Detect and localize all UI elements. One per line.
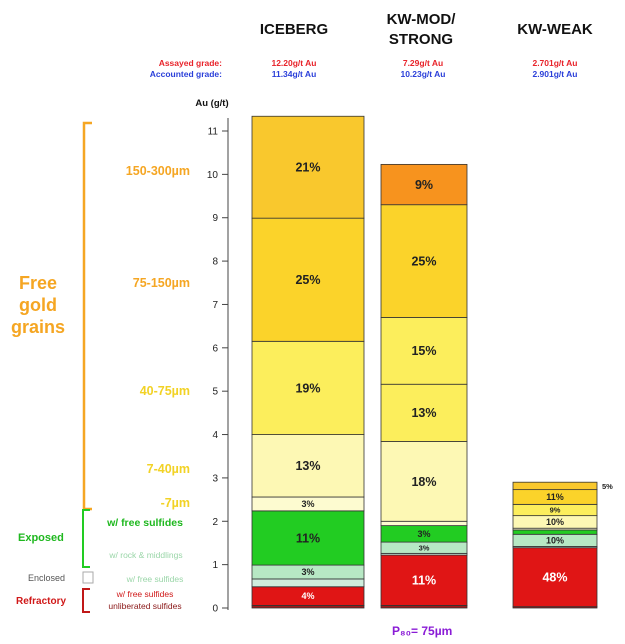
bar-segment-label: 21% bbox=[295, 161, 320, 175]
size-label-150-300: 150-300µm bbox=[125, 164, 190, 178]
bar-segment-label: 10% bbox=[546, 536, 564, 546]
bar-segment-label: 3% bbox=[417, 529, 430, 539]
free-gold-line2: gold bbox=[19, 295, 57, 315]
bar-segment-label: 10% bbox=[546, 517, 564, 527]
iceberg-accounted-value: 11.34g/t Au bbox=[271, 69, 317, 79]
bar-segment bbox=[380, 163, 468, 206]
bar-segment-label: 9% bbox=[415, 178, 433, 192]
bar-segment-label: 19% bbox=[295, 381, 320, 395]
bar-segment bbox=[380, 383, 468, 442]
bar-segment bbox=[380, 441, 468, 522]
iceberg-assayed-value: 12.20g/t Au bbox=[271, 58, 317, 68]
size-label-7-40: 7-40µm bbox=[146, 462, 190, 476]
y-tick-label: 8 bbox=[212, 257, 218, 268]
free-gold-line1: Free bbox=[18, 273, 58, 293]
size-label-minus7: -7µm bbox=[160, 496, 190, 510]
kw-weak-assayed-value: 2.701g/t Au bbox=[532, 58, 578, 68]
y-tick-label: 3 bbox=[212, 473, 218, 484]
kw-mod-accounted-value: 10.23g/t Au bbox=[400, 69, 446, 79]
kw-weak-accounted-value: 2.901g/t Au bbox=[532, 69, 578, 79]
bar-segment bbox=[380, 317, 468, 385]
enclosed-free-sulfides-label: w/ free sulfides bbox=[126, 574, 184, 584]
bar-segment-label: 4% bbox=[301, 591, 314, 601]
bar-segment-label: 48% bbox=[542, 571, 567, 585]
bar-segment bbox=[380, 204, 468, 318]
p80-footer-label: P₈₀= 75µm bbox=[392, 624, 453, 638]
bar-segment bbox=[251, 217, 365, 342]
y-tick-label: 9 bbox=[212, 213, 218, 224]
bar-segment-label: 3% bbox=[301, 567, 314, 577]
bar-segment-label: 13% bbox=[411, 406, 436, 420]
refractory-unliberated-label: unliberated sulfides bbox=[108, 601, 182, 611]
bar-side-label: 5% bbox=[602, 482, 613, 491]
bar-segment-label: 11% bbox=[546, 492, 564, 502]
y-axis-label: Au (g/t) bbox=[195, 98, 228, 109]
bar-segment-label: 9% bbox=[550, 506, 561, 515]
column-title-text: KW-WEAK bbox=[517, 21, 593, 38]
exposed-label: Exposed bbox=[18, 532, 64, 544]
y-tick-label: 11 bbox=[208, 127, 219, 138]
refractory-free-sulfides-label: w/ free sulfides bbox=[116, 589, 174, 599]
y-tick-label: 4 bbox=[212, 430, 218, 441]
bar-segment bbox=[251, 340, 365, 435]
column-title-line2: STRONG bbox=[388, 31, 454, 48]
exposed-rock-middlings-label: w/ rock & middlings bbox=[109, 550, 183, 560]
exposed-bracket bbox=[82, 509, 90, 568]
bar-segment-label: 11% bbox=[296, 531, 320, 545]
column-title-line1: KW-MOD/ bbox=[386, 11, 456, 28]
assayed-grade-label: Assayed grade: bbox=[158, 58, 222, 68]
y-tick-label: 1 bbox=[212, 560, 218, 571]
y-tick-label: 10 bbox=[207, 170, 219, 181]
bar-segment bbox=[512, 481, 598, 491]
bar-segment bbox=[251, 115, 365, 219]
free-gold-label: Free gold grains bbox=[8, 272, 68, 338]
free-gold-line3: grains bbox=[10, 317, 66, 337]
bar-segment-label: 3% bbox=[301, 499, 314, 509]
column-title-kw-mod-strong: KW-MOD/ STRONG bbox=[366, 10, 476, 50]
size-label-75-150: 75-150µm bbox=[132, 276, 190, 290]
bar-segment bbox=[512, 547, 598, 608]
bar-segment-label: 18% bbox=[411, 475, 436, 489]
bar-segment bbox=[251, 434, 365, 498]
exposed-free-sulfides-label: w/ free sulfides bbox=[107, 517, 183, 529]
bar-segment-label: 13% bbox=[295, 459, 320, 473]
bar-segment bbox=[380, 520, 468, 527]
bar-segment-label: 3% bbox=[419, 543, 430, 552]
refractory-bracket bbox=[82, 588, 90, 613]
bar-segment bbox=[251, 578, 365, 588]
column-title-kw-weak: KW-WEAK bbox=[500, 20, 610, 40]
enclosed-box bbox=[82, 571, 94, 584]
y-tick-label: 7 bbox=[212, 300, 218, 311]
y-tick-label: 5 bbox=[212, 387, 218, 398]
y-tick-label: 0 bbox=[212, 604, 218, 615]
column-title-iceberg: ICEBERG bbox=[244, 20, 344, 40]
kw-mod-assayed-value: 7.29g/t Au bbox=[402, 58, 444, 68]
bar-segment bbox=[512, 529, 598, 535]
bar-segment-label: 15% bbox=[411, 344, 436, 358]
size-label-40-75: 40-75µm bbox=[139, 384, 190, 398]
bar-segment-label: 11% bbox=[412, 574, 436, 588]
bar-segment bbox=[251, 510, 365, 566]
bar-segment-label: 25% bbox=[411, 254, 436, 268]
accounted-grade-label: Accounted grade: bbox=[149, 69, 222, 79]
y-tick-label: 2 bbox=[212, 517, 218, 528]
bar-segment-label: 25% bbox=[295, 273, 320, 287]
enclosed-label: Enclosed bbox=[28, 573, 66, 583]
refractory-label: Refractory bbox=[16, 596, 67, 607]
y-tick-label: 6 bbox=[212, 343, 218, 354]
column-title-text: ICEBERG bbox=[259, 21, 329, 38]
